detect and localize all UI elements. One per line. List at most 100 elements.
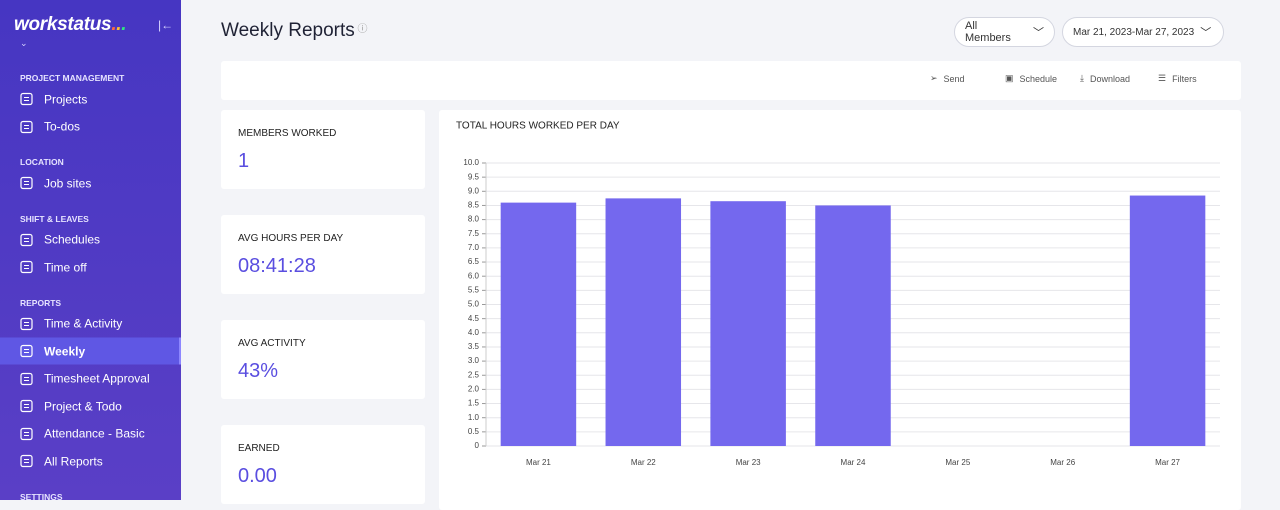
stat-value: 08:41:28 <box>238 255 316 277</box>
nav-item[interactable]: To-dos <box>0 113 181 140</box>
nav-item[interactable]: Timesheet Approval <box>0 365 181 392</box>
stat-value: 1 <box>238 150 250 172</box>
y-tick-label: 3.5 <box>468 342 480 351</box>
y-tick-label: 5.5 <box>468 285 480 294</box>
stat-label: AVG HOURS PER DAY <box>238 233 344 244</box>
nav-icon <box>20 344 33 358</box>
date-dropdown[interactable]: Mar 21, 2023-Mar 27, 2023 ﹀ <box>1062 17 1224 47</box>
y-tick-label: 8.0 <box>468 215 480 224</box>
y-tick-label: 4.0 <box>468 328 480 337</box>
nav-item[interactable]: Time & Activity <box>0 310 181 337</box>
nav-label[interactable]: Project & Todo <box>44 399 122 413</box>
members-text[interactable]: All Members <box>965 20 1011 44</box>
nav-label[interactable]: Schedules <box>44 232 101 247</box>
y-tick-label: 1.5 <box>468 399 480 408</box>
nav-icon <box>20 233 33 246</box>
y-tick-label: 6.0 <box>468 271 480 280</box>
nav-item[interactable]: Time off <box>0 254 181 281</box>
download-text[interactable]: Download <box>1089 73 1131 84</box>
bar <box>1129 195 1206 446</box>
stat-card: EARNED 0.00 <box>221 425 425 504</box>
y-tick-label: 0 <box>475 441 480 450</box>
nav-item[interactable]: Job sites <box>0 170 181 197</box>
send-button[interactable]: ➢ Send <box>930 73 965 84</box>
filters-text[interactable]: Filters <box>1172 73 1197 84</box>
nav-label[interactable]: To-dos <box>44 119 81 134</box>
y-tick-label: 3.0 <box>468 356 480 365</box>
section-title: LOCATION <box>20 157 64 167</box>
y-tick-label: 4.5 <box>468 314 480 323</box>
y-tick-label: 8.5 <box>468 201 480 210</box>
stat-label: EARNED <box>238 443 280 454</box>
nav-item[interactable]: Schedules <box>0 226 181 253</box>
stat-card: MEMBERS WORKED 1 <box>221 110 425 189</box>
x-tick-label: Mar 21 <box>526 458 551 467</box>
y-tick-label: 2.5 <box>468 370 480 379</box>
nav-label[interactable]: Projects <box>44 92 88 106</box>
sidebar: workstatus... |← ⌄ PROJECT MANAGEMENT Pro… <box>0 0 181 500</box>
send-text[interactable]: Send <box>943 73 965 84</box>
bar <box>815 205 891 446</box>
nav-item[interactable]: Projects <box>0 86 181 113</box>
x-tick-label: Mar 25 <box>945 458 970 467</box>
logo-text[interactable]: workstatus <box>14 14 112 35</box>
page-title: Weekly Reports ⓘ <box>221 20 368 41</box>
section-title: SHIFT & LEAVES <box>20 213 89 224</box>
stat-label: AVG ACTIVITY <box>238 338 306 349</box>
nav-label[interactable]: Timesheet Approval <box>44 371 150 386</box>
filters-button[interactable]: ☰ Filters <box>1158 73 1197 84</box>
bar <box>605 198 682 446</box>
nav-item[interactable]: Attendance - Basic <box>0 420 181 447</box>
nav-label[interactable]: Time & Activity <box>44 316 123 331</box>
x-tick-label: Mar 22 <box>631 458 656 467</box>
nav-label[interactable]: All Reports <box>44 454 103 468</box>
nav-item[interactable]: Weekly <box>0 337 181 365</box>
y-tick-label: 7.0 <box>468 243 480 252</box>
nav-item[interactable]: All Reports <box>0 448 181 475</box>
chart-card: TOTAL HOURS WORKED PER DAY 0 0.5 1.0 1.5 2.0… <box>439 110 1241 510</box>
nav-icon <box>20 454 33 468</box>
x-tick-label: Mar 26 <box>1050 458 1075 467</box>
section-title: SETTINGS <box>20 491 63 501</box>
nav-label[interactable]: Weekly <box>44 344 86 358</box>
nav-icon <box>20 92 33 106</box>
y-tick-label: 9.0 <box>468 186 480 195</box>
download-button[interactable]: ⤓ Download <box>1080 73 1131 84</box>
chart-title: TOTAL HOURS WORKED PER DAY <box>456 121 620 132</box>
y-tick-label: 9.5 <box>468 172 480 181</box>
x-tick-label: Mar 24 <box>841 458 866 467</box>
bar <box>710 201 786 446</box>
nav-icon <box>20 372 33 385</box>
y-tick-label: 0.5 <box>468 427 480 436</box>
collapse-icon[interactable]: |← <box>158 18 174 32</box>
y-tick-label: 1.0 <box>468 413 480 422</box>
section-title: PROJECT MANAGEMENT <box>20 73 125 83</box>
logo[interactable]: workstatus... <box>14 14 127 35</box>
y-tick-label: 2.0 <box>468 385 480 394</box>
y-tick-label: 5.0 <box>468 300 480 309</box>
x-tick-label: Mar 23 <box>736 458 761 467</box>
schedule-button[interactable]: ▣ Schedule <box>1005 73 1058 84</box>
nav-label[interactable]: Attendance - Basic <box>44 426 145 441</box>
schedule-text[interactable]: Schedule <box>1019 73 1058 84</box>
nav-icon <box>20 260 33 274</box>
bar <box>500 202 577 446</box>
date-text[interactable]: Mar 21, 2023-Mar 27, 2023 <box>1073 26 1195 38</box>
nav-label[interactable]: Job sites <box>44 176 92 190</box>
stat-label: MEMBERS WORKED <box>238 128 337 139</box>
nav-icon <box>20 176 33 190</box>
section-title: REPORTS <box>20 297 62 308</box>
nav-label[interactable]: Time off <box>44 260 87 274</box>
x-tick-label: Mar 27 <box>1155 458 1180 467</box>
nav-item[interactable]: Project & Todo <box>0 393 181 420</box>
nav-icon <box>20 427 33 440</box>
nav-icon <box>20 317 33 330</box>
stat-value: 0.00 <box>238 465 277 487</box>
chevron[interactable]: ⌄ <box>20 38 28 48</box>
y-tick-label: 6.5 <box>468 257 480 266</box>
members-dropdown[interactable]: All Members ﹀ <box>954 17 1055 47</box>
y-tick-label: 10.0 <box>463 158 479 167</box>
stat-value: 43% <box>238 360 279 382</box>
toolbar <box>221 61 1241 100</box>
stat-card: AVG ACTIVITY 43% <box>221 320 425 399</box>
